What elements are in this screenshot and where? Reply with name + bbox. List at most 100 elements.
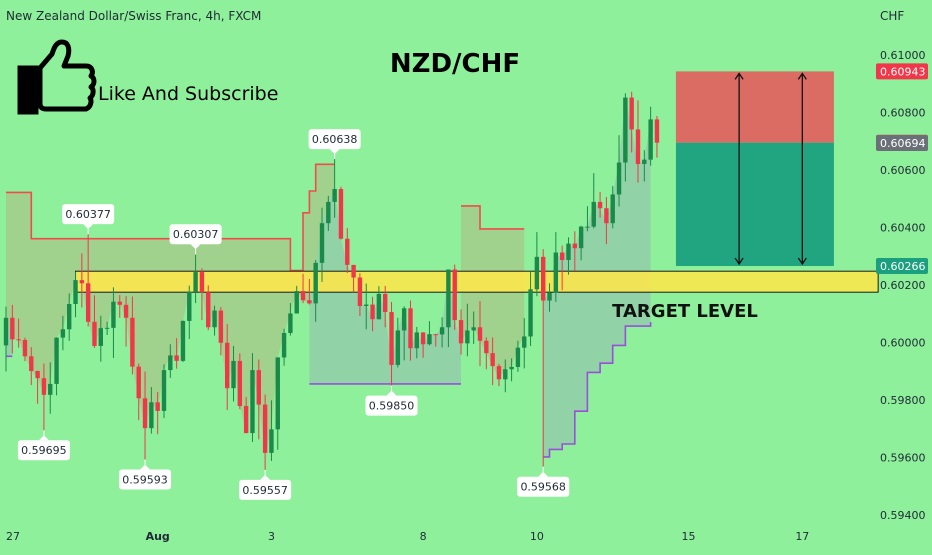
- annotation-value: 0.59568: [520, 481, 566, 494]
- candle-body: [383, 293, 388, 313]
- target-level-label: TARGET LEVEL: [612, 301, 758, 322]
- candle-bull: [111, 287, 116, 359]
- candle-bear: [16, 318, 21, 348]
- candle-bull: [187, 285, 192, 340]
- candle-body: [528, 289, 533, 337]
- band-lines: [6, 163, 652, 458]
- candle-bull: [591, 173, 596, 229]
- annotation-box: [17, 440, 70, 461]
- price-tag-entry: 0.60266: [876, 258, 928, 275]
- candle-body: [231, 360, 236, 389]
- candle-bull: [332, 159, 337, 218]
- y-tick-label: 0.60600: [880, 164, 926, 177]
- candle-bear: [389, 301, 394, 387]
- candle-bull: [547, 283, 552, 312]
- x-tick-label: 3: [268, 530, 275, 543]
- annotation-box: [62, 204, 115, 225]
- arrow-head-up: [734, 72, 744, 80]
- candle-bear: [142, 371, 148, 460]
- candle-body: [642, 159, 647, 164]
- x-tick-label: 15: [682, 530, 696, 543]
- x-tick-label: 10: [530, 530, 544, 543]
- annotation-value: 0.59593: [122, 474, 168, 487]
- candle-bull: [326, 195, 331, 231]
- y-axis[interactable]: 0.61000 0.60800 0.60600 0.60400 0.60200 0.600…: [876, 49, 928, 522]
- candle-body: [345, 238, 350, 265]
- candle-bull: [566, 237, 571, 275]
- candle-bear: [490, 337, 495, 386]
- candle-bull: [585, 206, 590, 232]
- stop-loss-zone: [675, 71, 834, 143]
- candle-body: [269, 429, 274, 453]
- candle-body: [288, 313, 293, 334]
- candle-bear: [635, 100, 641, 183]
- candle-body: [395, 330, 401, 365]
- candle-body: [326, 201, 331, 224]
- candle-bull: [168, 344, 173, 378]
- candle-bear: [559, 245, 565, 291]
- candle-body: [168, 355, 173, 371]
- candle-bear: [433, 333, 438, 347]
- symbol-line: New Zealand Dollar/Swiss Franc, 4h, FXCM: [6, 9, 261, 23]
- candle-bear: [29, 347, 34, 386]
- candle-body: [465, 330, 470, 344]
- candle-bull: [269, 400, 274, 461]
- candle-bull: [364, 283, 369, 330]
- candle-body: [256, 370, 261, 405]
- candle-body: [85, 283, 91, 322]
- candle-bear: [370, 296, 375, 332]
- candle-bull: [281, 328, 287, 366]
- candle-bear: [604, 197, 609, 245]
- candle-body: [541, 256, 546, 301]
- candle-bull: [528, 271, 533, 346]
- candle-body: [484, 340, 489, 354]
- candle-bear: [597, 191, 603, 218]
- y-tick-label: 0.60800: [880, 107, 926, 120]
- candle-bear: [496, 363, 502, 387]
- candle-bear: [351, 264, 356, 293]
- candle-body: [629, 97, 634, 130]
- annotation-0-59568: 0.59568: [517, 466, 570, 497]
- candle-bull: [48, 362, 53, 414]
- candle-body: [585, 226, 590, 228]
- candle-bear: [572, 231, 577, 271]
- candle-bear: [41, 363, 47, 432]
- candle-bull: [553, 232, 559, 302]
- candle-bear: [408, 300, 413, 361]
- candle-body: [522, 336, 527, 348]
- take-profit-zone: [675, 142, 834, 267]
- candle-bull: [73, 271, 78, 318]
- candle-body: [446, 269, 451, 328]
- candle-body: [490, 353, 495, 367]
- annotation-pointer: [329, 149, 340, 155]
- price-tag-value: 0.60694: [880, 137, 926, 150]
- candle-body: [155, 402, 160, 411]
- position-tool[interactable]: [675, 71, 834, 267]
- candle-body: [174, 355, 179, 361]
- candle-body: [509, 366, 514, 370]
- candle-body: [427, 334, 432, 345]
- candle-body: [357, 277, 363, 306]
- candle-bear: [383, 285, 388, 328]
- candle-bear: [300, 273, 306, 304]
- y-tick-label: 0.59800: [880, 394, 926, 407]
- x-axis[interactable]: 27 Aug 3 8 10 15 17: [6, 530, 809, 543]
- y-tick-label: 0.59600: [880, 452, 926, 465]
- candle-body: [3, 317, 9, 346]
- candle-body: [439, 327, 445, 335]
- candle-body: [364, 304, 369, 306]
- candle-bear: [85, 234, 91, 327]
- candle-bull: [401, 306, 407, 361]
- candle-body: [73, 280, 78, 304]
- candle-body: [401, 308, 407, 331]
- candle-body: [281, 333, 287, 358]
- candle-body: [458, 320, 464, 344]
- annotation-0-59850: 0.59850: [365, 385, 418, 416]
- candle-body: [16, 339, 21, 341]
- candle-bull: [294, 285, 299, 314]
- candle-bull: [534, 232, 540, 297]
- candle-bear: [155, 391, 160, 435]
- candles: [3, 91, 660, 471]
- upper-band-fill: [6, 164, 335, 453]
